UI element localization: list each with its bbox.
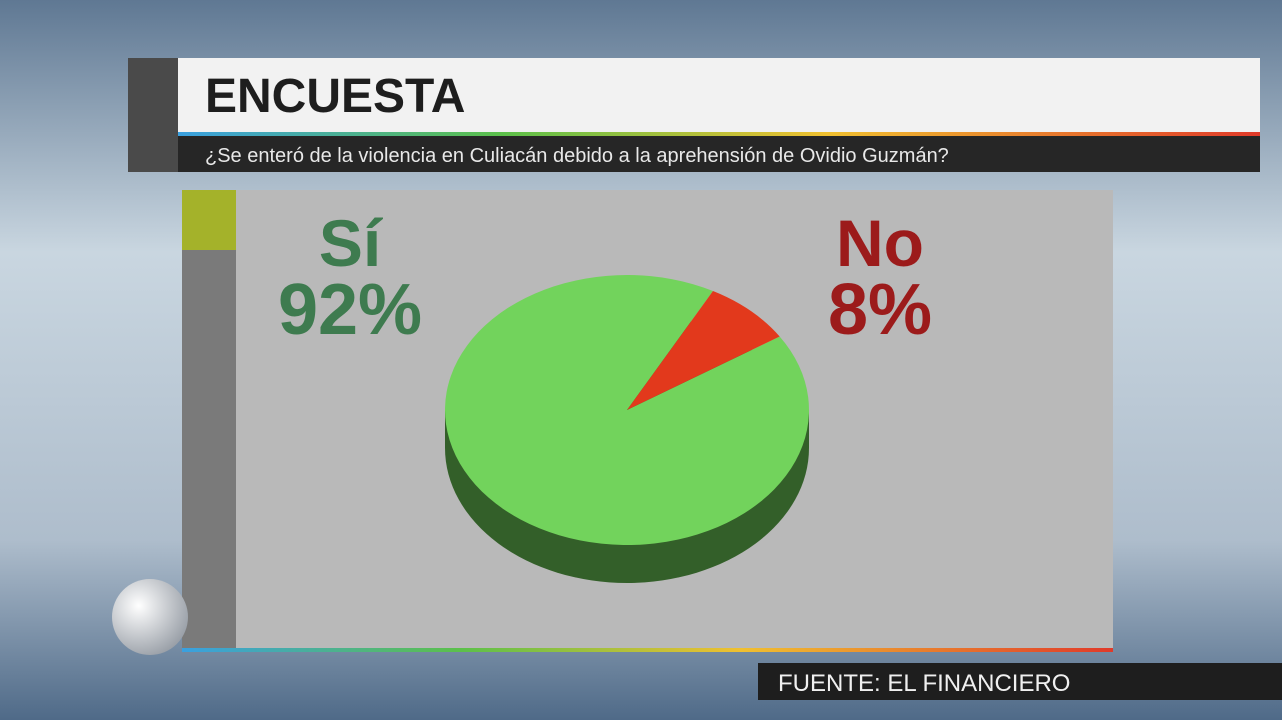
rainbow-line [182,648,1113,652]
slice-value-label: 92% [278,270,422,350]
source: FUENTE: EL FINANCIERO [778,670,1070,697]
chart-title: ENCUESTA [205,70,465,123]
panel-strip [182,190,236,648]
side-strip [128,58,178,172]
logo-ball [112,579,188,655]
slice-category: No [836,206,924,280]
pie-slice [445,275,810,545]
pie [445,275,810,583]
subtitle-bar [178,136,1260,172]
pie-slice [627,291,780,410]
chart-subtitle: ¿Se enteró de la violencia en Culiacán d… [205,145,949,167]
source-bar [758,663,1282,700]
slice-value-label: 8% [828,270,932,350]
rainbow-line [178,132,1260,136]
panel-accent [182,190,236,250]
slice-category: Sí [319,206,384,280]
title-bar [178,58,1260,132]
